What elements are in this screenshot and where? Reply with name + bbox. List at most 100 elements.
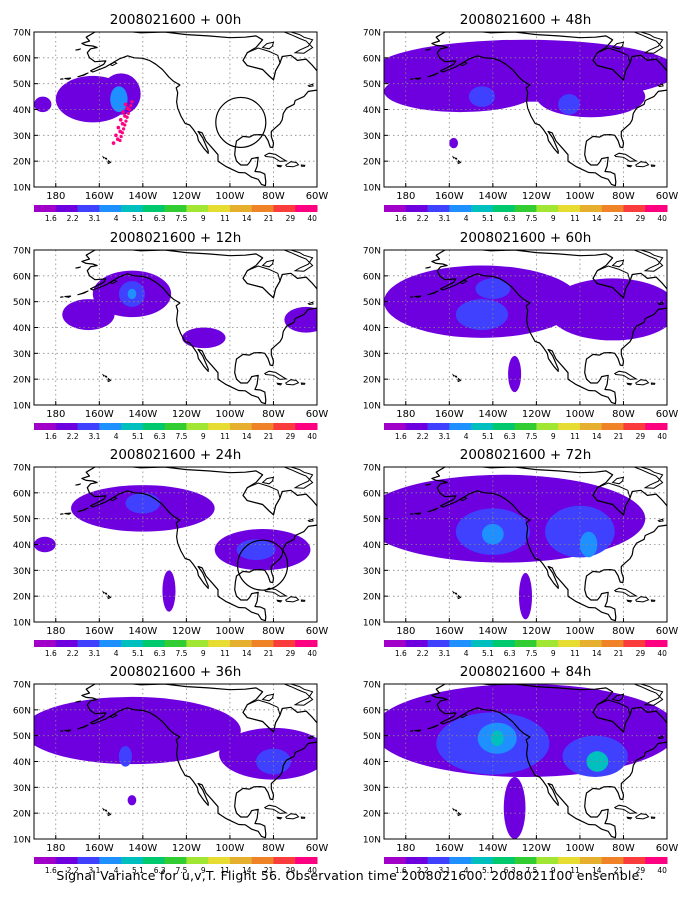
coastline-island <box>425 700 432 703</box>
colorbar-swatch <box>34 857 57 864</box>
coastline-island <box>263 804 288 814</box>
colorbar-label: 2.2 <box>417 214 429 223</box>
colorbar-swatch <box>449 857 472 864</box>
colorbar-label: 7.5 <box>176 432 188 441</box>
colorbar-label: 6.3 <box>504 432 516 441</box>
coastline-island <box>454 809 458 812</box>
flight-track-point <box>121 127 126 131</box>
colorbar-swatch <box>471 857 494 864</box>
longitude-label: 180 <box>396 409 415 420</box>
colorbar-swatch <box>601 857 624 864</box>
variance-region <box>34 96 52 113</box>
coastline-island <box>634 32 664 54</box>
coastline-island <box>285 379 300 386</box>
colorbar-label: 1.6 <box>395 649 407 658</box>
coastline-island <box>409 296 414 298</box>
longitude-label: 180 <box>46 626 65 637</box>
longitude-label: 60W <box>306 191 329 202</box>
coastline-island <box>307 735 314 740</box>
coastline-island <box>409 730 414 732</box>
colorbar-label: 21 <box>264 866 274 875</box>
colorbar-swatch <box>121 857 144 864</box>
colorbar-label: 14 <box>592 214 602 223</box>
coastline-island <box>635 161 650 168</box>
colorbar-swatch <box>164 205 187 212</box>
colorbar-swatch <box>208 205 231 212</box>
longitude-label: 60W <box>306 626 329 637</box>
flight-track-point <box>129 104 133 108</box>
coastline-island <box>451 590 456 594</box>
colorbar-swatch <box>77 640 100 647</box>
colorbar-label: 40 <box>657 214 667 223</box>
flight-track-point <box>130 100 134 104</box>
colorbar-swatch <box>514 423 537 430</box>
flight-track-point <box>114 133 118 138</box>
coastline-island <box>425 266 432 269</box>
variance-region <box>586 751 609 772</box>
coastline-island <box>657 83 664 88</box>
coastline-island <box>425 48 432 51</box>
colorbar-swatch <box>229 205 253 212</box>
colorbar-label: 11 <box>570 214 580 223</box>
variance-region <box>34 536 56 553</box>
coastline-island <box>77 72 89 78</box>
colorbar-label: 2.2 <box>67 866 79 875</box>
coastline-island <box>104 375 108 378</box>
variance-region <box>475 278 511 300</box>
colorbar-label: 14 <box>592 649 602 658</box>
colorbar-swatch <box>34 205 57 212</box>
coastline-island <box>657 518 664 523</box>
coastline-island <box>613 587 638 597</box>
coastline-island <box>107 377 112 383</box>
colorbar-swatch <box>536 423 559 430</box>
latitude-label: 60N <box>13 54 31 64</box>
colorbar-label: 7.5 <box>526 649 538 658</box>
flight-track-point <box>124 119 128 123</box>
colorbar-label: 1.6 <box>45 649 57 658</box>
longitude-label: 140W <box>478 843 507 854</box>
colorbar-label: 4 <box>464 649 469 658</box>
colorbar-label: 2.2 <box>417 866 429 875</box>
colorbar-label: 6.3 <box>504 214 516 223</box>
map-panel: 2008021600 + 12h 10N 20N 30N 40N 50N 60N 70N 180… <box>13 230 329 441</box>
coastline-island <box>276 164 283 168</box>
colorbar-label: 5.1 <box>132 214 144 223</box>
coastline-island <box>285 813 300 820</box>
colorbar-label: 40 <box>307 649 317 658</box>
colorbar-swatch <box>471 205 494 212</box>
latitude-label: 70N <box>363 464 381 474</box>
longitude-label: 160W <box>435 843 464 854</box>
figure-caption: Signal Variance for u,v,T. Flight 56. Ob… <box>56 868 644 883</box>
coastline-island <box>109 496 118 502</box>
colorbar-label: 14 <box>242 432 252 441</box>
coastline-island <box>451 807 456 811</box>
coastline-island <box>263 370 288 380</box>
colorbar-label: 9 <box>551 214 556 223</box>
panel-title: 2008021600 + 60h <box>460 230 592 246</box>
panel-title: 2008021600 + 48h <box>460 12 592 28</box>
colorbar-swatch <box>273 205 296 212</box>
longitude-label: 80W <box>612 191 635 202</box>
longitude-label: 120W <box>522 843 551 854</box>
variance-region <box>284 306 317 333</box>
colorbar-swatch <box>645 423 668 430</box>
colorbar-label: 2.2 <box>417 432 429 441</box>
colorbar-label: 21 <box>614 649 624 658</box>
coastline-island <box>611 41 625 50</box>
coastline-island <box>454 592 458 595</box>
coastline-island <box>650 816 656 819</box>
colorbar-label: 14 <box>242 649 252 658</box>
colorbar-label: 29 <box>286 649 296 658</box>
colorbar-swatch <box>55 423 79 430</box>
colorbar-swatch <box>427 423 450 430</box>
variance-region <box>547 278 667 341</box>
coastline-island <box>75 48 82 51</box>
longitude-label: 100W <box>565 409 594 420</box>
colorbar-label: 29 <box>636 649 646 658</box>
latitude-label: 50N <box>363 732 381 742</box>
coastline-island <box>613 370 638 380</box>
coastline-island <box>650 382 656 385</box>
coastline-island <box>409 78 414 80</box>
colorbar-label: 7.5 <box>176 866 188 875</box>
colorbar-swatch <box>142 857 166 864</box>
